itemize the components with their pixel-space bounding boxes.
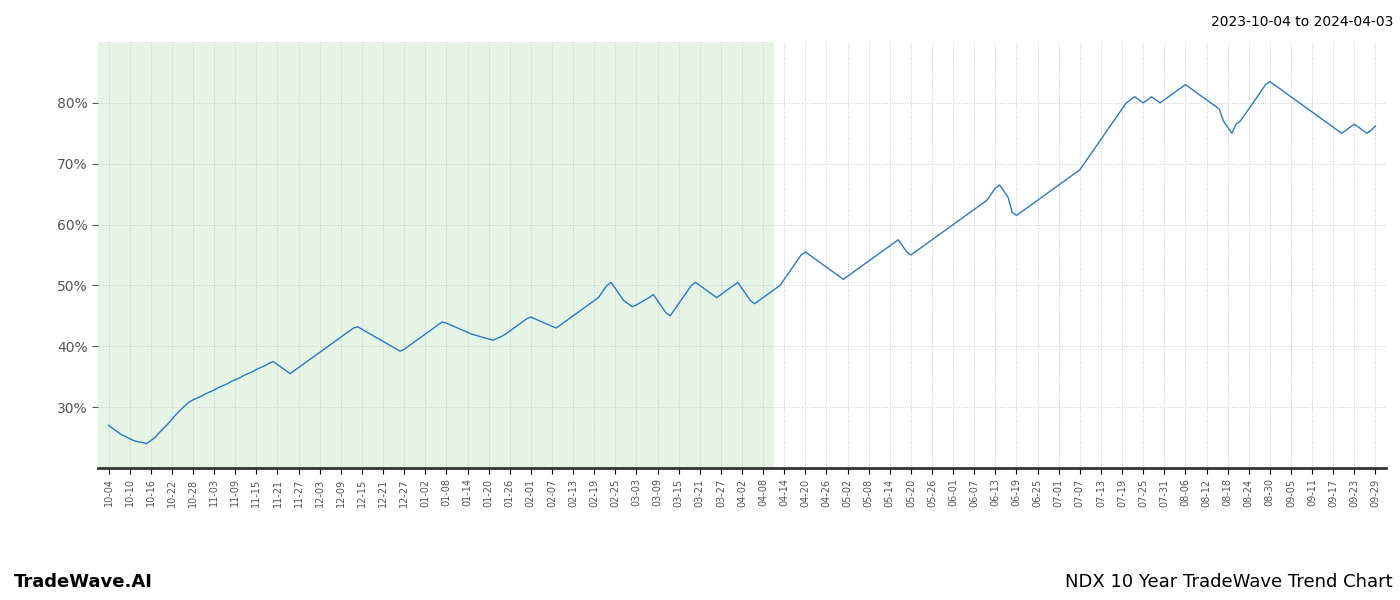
Bar bbox=[98, 42, 774, 468]
Text: 2023-10-04 to 2024-04-03: 2023-10-04 to 2024-04-03 bbox=[1211, 15, 1393, 29]
Text: NDX 10 Year TradeWave Trend Chart: NDX 10 Year TradeWave Trend Chart bbox=[1065, 573, 1393, 591]
Text: TradeWave.AI: TradeWave.AI bbox=[14, 573, 153, 591]
